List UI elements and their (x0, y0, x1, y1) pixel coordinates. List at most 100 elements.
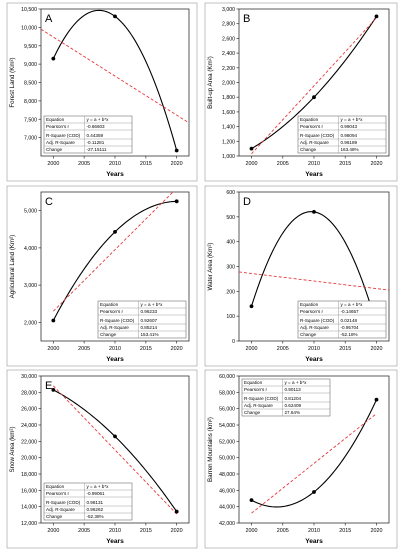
chart-panel-f: F42,00044,00046,00048,00050,00052,00054,… (204, 369, 398, 549)
stats-table-key: Change (46, 147, 63, 152)
y-tick-label: 5,000 (24, 209, 37, 215)
x-axis-label: Years (305, 356, 323, 363)
y-tick-label: 44,000 (219, 505, 235, 511)
linear-fit-line (251, 17, 377, 155)
x-tick-label: 2000 (47, 161, 59, 167)
linear-fit-line (53, 192, 174, 312)
data-point (312, 95, 316, 100)
stats-table-key: Adj. R-Square (300, 325, 329, 330)
y-tick-label: 2,000 (222, 81, 235, 87)
stats-table-key: Pearson's r (300, 309, 324, 314)
stats-table-key: R-Square (COD) (244, 396, 279, 401)
y-tick-label: 60,000 (219, 374, 235, 380)
stats-table: Equation y = a + b*x Pearson's r -0.14657 R-… (297, 300, 387, 339)
stats-table-value: y = a + b*x (140, 302, 163, 307)
stats-table-value: -52.18% (340, 332, 357, 337)
x-tick-label: 2005 (78, 346, 90, 352)
y-tick-label: 8,500 (24, 81, 37, 87)
y-tick-label: 0 (232, 339, 235, 345)
stats-table-value: 0.96233 (140, 309, 157, 314)
stats-table-value: 0.62409 (284, 403, 301, 408)
stats-table-key: Change (300, 332, 317, 337)
panel-label: D (243, 196, 251, 208)
data-point (174, 199, 179, 204)
y-tick-label: 2,600 (222, 36, 235, 42)
data-point (312, 209, 316, 214)
y-tick-label: 12,000 (21, 521, 37, 527)
data-point (51, 387, 56, 392)
stats-table-value: -27.15111 (86, 147, 106, 152)
y-tick-label: 200 (226, 289, 235, 295)
stats-table-key: Change (244, 410, 261, 415)
y-tick-label: 2,400 (222, 51, 235, 57)
y-tick-label: 1,000 (222, 154, 235, 160)
y-tick-label: 300 (226, 265, 235, 271)
data-point (113, 229, 117, 234)
stats-table-value: 0.02148 (340, 318, 357, 323)
stats-table-key: Equation (300, 302, 319, 307)
panel-border (204, 369, 398, 549)
y-tick-label: 42,000 (219, 521, 235, 527)
stats-table-key: Equation (244, 380, 263, 385)
x-tick-label: 2000 (47, 528, 59, 534)
x-tick-label: 2020 (171, 346, 183, 352)
y-tick-label: 10,000 (21, 25, 37, 31)
stats-table-box (43, 482, 133, 521)
panel-label: E (45, 380, 52, 392)
linear-fit-line (239, 271, 389, 291)
stats-table-value: 0.99043 (340, 124, 357, 129)
stats-table-value: 0.85214 (140, 325, 157, 330)
x-tick-label: 2000 (246, 161, 258, 167)
x-axis-label: Years (106, 171, 124, 178)
x-tick-label: 2005 (78, 161, 90, 167)
y-tick-label: 100 (226, 314, 235, 320)
data-point (174, 509, 179, 514)
y-tick-label: 58,000 (219, 390, 235, 396)
data-point (113, 434, 117, 439)
x-axis-label: Years (106, 356, 124, 363)
y-tick-label: 16,000 (21, 488, 37, 494)
stats-table-value: 0.96262 (86, 507, 103, 512)
stats-table-value: -0.99061 (86, 491, 105, 496)
data-point (51, 56, 56, 61)
stats-table-value: y = a + b*x (284, 380, 307, 385)
y-tick-label: 7,000 (24, 136, 37, 142)
y-axis-label: Snow Area (km²) (9, 426, 16, 472)
y-axis-label: Barren Mountains (km²) (207, 417, 214, 482)
stats-table-value: 0.81204 (284, 396, 301, 401)
stats-table-value: 0.90113 (284, 387, 301, 392)
x-axis-label: Years (106, 538, 124, 545)
panel-label: C (45, 196, 53, 208)
y-tick-label: 10,500 (21, 7, 37, 13)
chart-panel-c: C 2,000 3,000 4,000 5,000 2000 2005 2010 2015 202… (6, 185, 198, 367)
y-tick-label: 4,000 (24, 246, 37, 252)
y-axis-label: Forest Land (Km²) (9, 57, 16, 107)
x-tick-label: 2015 (339, 346, 351, 352)
stats-table-key: R-Square (COD) (300, 133, 335, 138)
stats-table-value: -0.14657 (340, 309, 359, 314)
stats-table-key: Adj. R-Square (100, 325, 129, 330)
y-tick-label: 46,000 (219, 488, 235, 494)
data-point (249, 498, 254, 503)
stats-table-key: Change (100, 332, 117, 337)
stats-table-key: Pearson's r (100, 309, 124, 314)
stats-table-key: Equation (100, 302, 119, 307)
y-tick-label: 2,800 (222, 22, 235, 28)
stats-table-key: Adj. R-Square (244, 403, 273, 408)
data-point (374, 397, 379, 402)
y-tick-label: 1,200 (222, 139, 235, 145)
y-tick-label: 22,000 (21, 439, 37, 445)
stats-table: Equation y = a + b*x Pearson's r 0.90113 R-S… (241, 378, 331, 417)
y-axis-label: Agricultural Land (Km²) (9, 235, 16, 299)
y-tick-label: 2,200 (222, 66, 235, 72)
y-tick-label: 48,000 (219, 472, 235, 478)
y-tick-label: 50,000 (219, 456, 235, 462)
stats-table-value: y = a + b*x (86, 117, 109, 122)
x-tick-label: 2020 (371, 346, 383, 352)
stats-table-key: Equation (46, 117, 65, 122)
chart-panel-e: E 12,000 14,000 16,000 18,000 20,000 22,000 24,… (6, 369, 198, 549)
stats-table: Equation y = a + b*x Pearson's r -0.66603 R-… (43, 115, 133, 154)
y-tick-label: 54,000 (219, 423, 235, 429)
y-tick-label: 18,000 (21, 472, 37, 478)
stats-table-key: R-Square (COD) (100, 318, 135, 323)
